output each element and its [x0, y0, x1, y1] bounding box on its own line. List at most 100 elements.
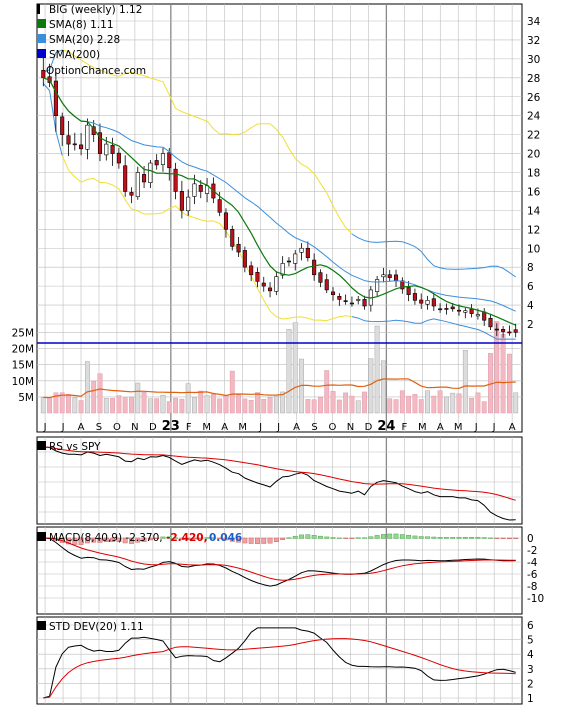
candle-body — [419, 299, 424, 304]
price-tick-label: 22 — [527, 130, 540, 142]
candle-body — [393, 274, 399, 281]
price-tick-label: 16 — [527, 186, 541, 198]
macd-line — [43, 537, 516, 587]
volume-tick-label: 15M — [12, 360, 34, 372]
macd-histogram-bar — [210, 537, 216, 539]
macd-histogram-bar — [488, 537, 493, 539]
volume-bar — [267, 397, 273, 414]
bollinger-bands — [42, 49, 516, 340]
macd-histogram-bar — [192, 537, 197, 540]
candle-body — [438, 308, 443, 311]
volume-bar — [374, 325, 380, 414]
macd-histogram-bar — [217, 537, 223, 540]
macd-tick-label: 0 — [527, 533, 534, 545]
macd-histogram-bar — [374, 535, 380, 539]
month-label: S — [311, 422, 317, 433]
volume-bar — [141, 392, 147, 414]
std-title: STD DEV(20) 1.11 — [49, 621, 144, 633]
price-tick-label: 4 — [527, 300, 534, 312]
volume-bar — [198, 390, 204, 414]
volume-bar — [399, 390, 405, 414]
std-line — [43, 627, 516, 699]
candle-body — [123, 165, 128, 192]
candle-body — [463, 310, 468, 313]
candle-body — [444, 308, 449, 310]
volume-bar — [229, 370, 235, 414]
macd-legend: MACD(8,40,9) -2.370, -2.420, 0.046 — [37, 532, 242, 544]
std-tick-label: 6 — [527, 620, 534, 632]
macd-histogram-bar — [166, 536, 172, 539]
volume-bar — [500, 334, 506, 414]
legend-swatch-sma20 — [37, 34, 46, 43]
macd-signal-value: -2.420, — [166, 532, 208, 544]
month-label: M — [418, 422, 427, 433]
volume-bar — [217, 398, 223, 414]
macd-histogram-bar — [122, 537, 128, 544]
volume-bar — [166, 401, 172, 414]
macd-histogram-bar — [387, 533, 393, 539]
macd-histogram-bar — [280, 537, 286, 540]
candle-body — [475, 314, 480, 317]
month-label: 23 — [162, 419, 180, 434]
volume-tick-label: 10M — [12, 376, 34, 388]
macd-histogram-bar — [475, 537, 481, 539]
candle-body — [349, 302, 354, 305]
volume-bar — [223, 395, 229, 414]
candle-body — [236, 243, 241, 253]
volume-bar — [129, 396, 134, 414]
macd-histogram-bar — [500, 537, 506, 540]
volume-bar — [273, 395, 279, 414]
macd-histogram-bar — [66, 537, 71, 545]
volume-bar — [450, 392, 456, 414]
month-label: M — [454, 422, 463, 433]
macd-signal-line — [43, 537, 516, 581]
volume-bar — [122, 397, 128, 414]
month-label: M — [238, 422, 247, 433]
candle-body — [198, 184, 203, 192]
candle-body — [488, 317, 493, 328]
macd-histogram-bar — [444, 537, 449, 539]
macd-histogram-bar — [286, 537, 292, 539]
candle-body — [507, 331, 512, 334]
price-tick-label: 2 — [527, 319, 534, 331]
volume-bar — [154, 398, 160, 414]
volume-bar — [418, 399, 424, 414]
macd-histogram-bar — [72, 537, 78, 545]
macd-histogram-bar — [135, 537, 141, 543]
price-panel-grid — [36, 3, 523, 433]
bollinger-lower-band — [42, 83, 63, 156]
macd-histogram-bar — [248, 537, 254, 544]
month-label: J — [474, 422, 478, 433]
macd-histogram-bar — [84, 537, 90, 544]
volume-panel — [37, 321, 522, 414]
month-label: F — [401, 422, 407, 433]
candle-body — [293, 253, 298, 264]
candle-body — [167, 152, 172, 169]
candle-body — [431, 298, 436, 307]
month-label: A — [293, 422, 300, 433]
candle-body — [66, 135, 71, 145]
macd-hist-value: 0.046 — [209, 532, 242, 544]
macd-histogram-bar — [229, 537, 235, 542]
macd-histogram-bar — [425, 536, 430, 539]
candle-body — [482, 311, 487, 321]
candle-body — [412, 293, 417, 301]
candle-body — [192, 183, 197, 197]
month-label: M — [202, 422, 211, 433]
candle-body — [324, 279, 329, 291]
macd-histogram-bar — [513, 537, 519, 539]
volume-bar — [506, 353, 512, 414]
candle-body — [173, 168, 178, 192]
source-label: OptionChance.com — [46, 65, 146, 77]
month-label: O — [329, 422, 337, 433]
price-tick-label: 32 — [527, 35, 540, 47]
std-tick-label: 4 — [527, 649, 534, 661]
volume-bar — [242, 398, 248, 414]
volume-bar — [311, 399, 317, 414]
volume-average-line — [43, 378, 516, 399]
candle-body — [230, 229, 235, 247]
candle-body — [110, 145, 115, 154]
volume-bar — [412, 394, 418, 414]
macd-histogram-bar — [97, 537, 103, 543]
